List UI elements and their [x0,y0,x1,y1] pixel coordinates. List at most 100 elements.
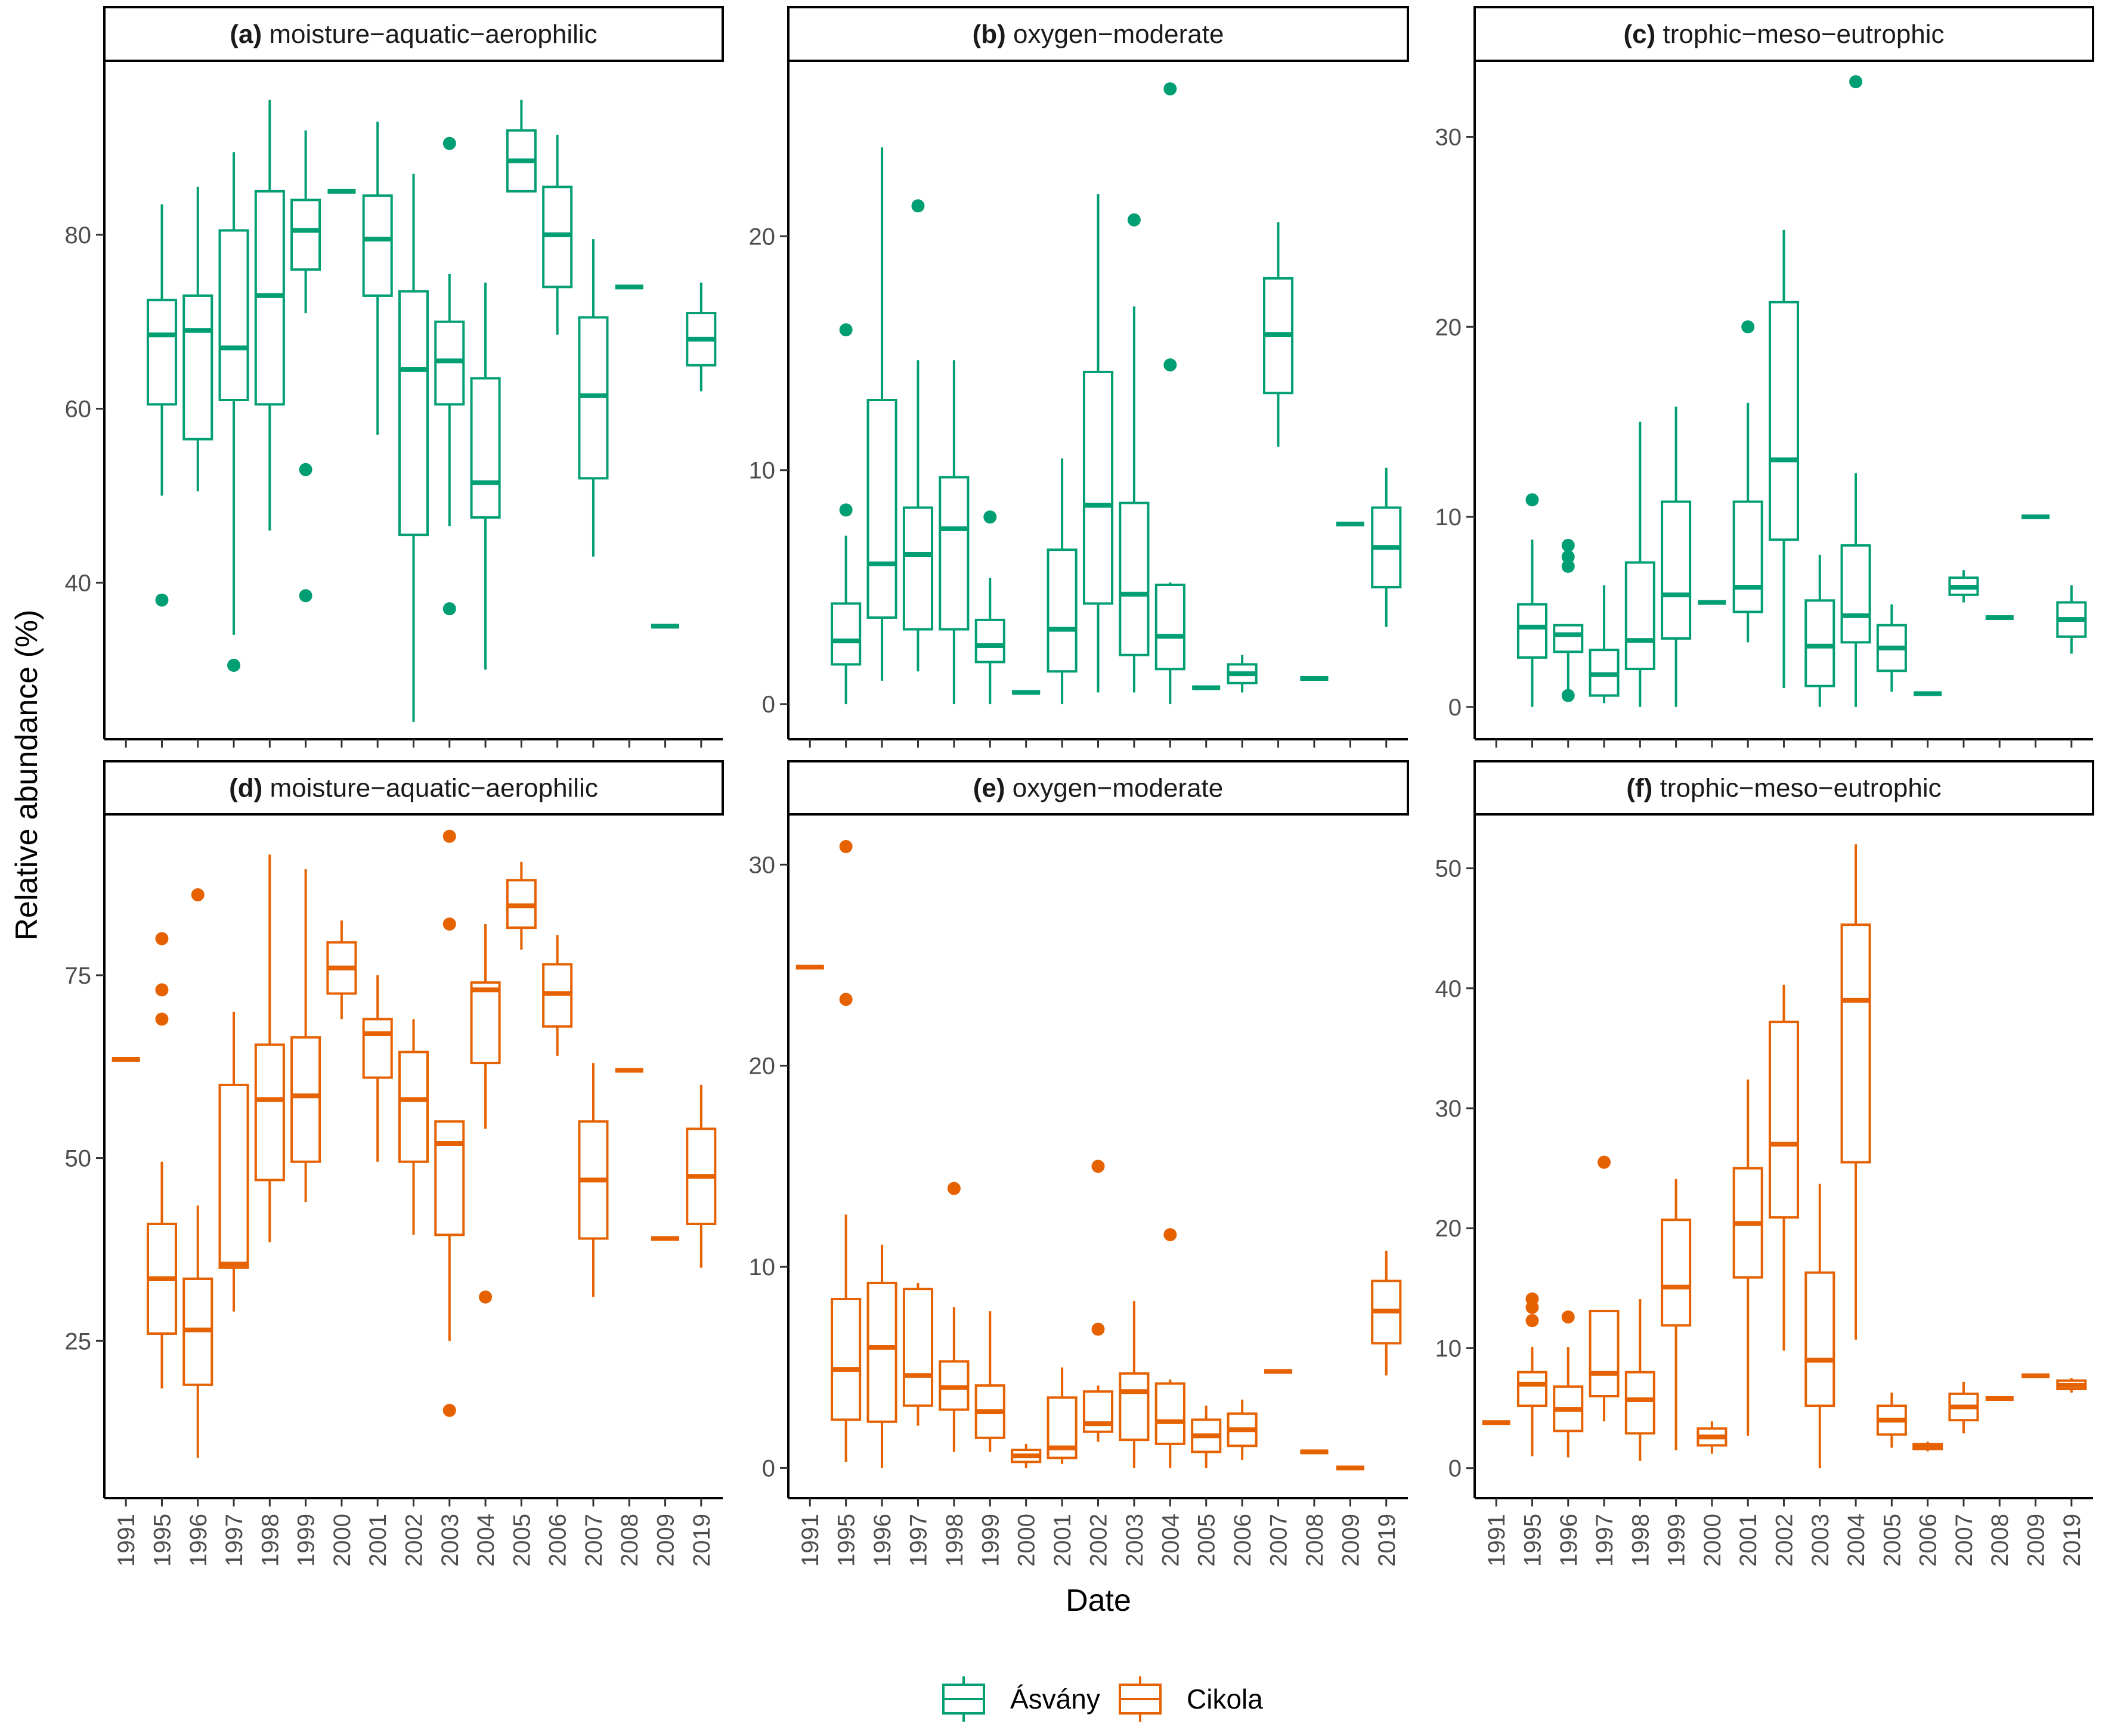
box-iqr [290,199,321,271]
box-2004 [1154,82,1185,705]
box-2004 [1154,1228,1185,1468]
outlier-point [1561,559,1575,573]
y-tick-label: 30 [749,852,776,878]
box-iqr [1840,544,1871,644]
outlier-point [442,1403,456,1417]
box-iqr [1804,599,1835,687]
y-tick-label: 0 [762,1455,775,1481]
box-2001 [1732,320,1763,643]
x-tick-label: 1991 [797,1514,824,1567]
box-1998 [939,1182,970,1452]
facet-strip-label: (c) trophic−meso−eutrophic [1623,20,1944,49]
y-tick-label: 25 [65,1328,92,1354]
box-iqr [902,1288,934,1407]
box-2005 [1876,1392,1907,1448]
x-tick-label: 2000 [1699,1514,1726,1567]
y-tick-label: 75 [65,963,92,989]
facet-title: oxygen−moderate [1006,20,1224,49]
y-tick-label: 40 [65,570,92,596]
outlier-point [1598,1155,1611,1169]
box-2003 [1804,554,1835,707]
x-tick-label: 2003 [437,1514,463,1567]
box-2002 [1082,194,1114,693]
outlier-point [1525,493,1539,507]
box-2005 [506,100,537,193]
box-2001 [362,975,393,1162]
outlier-point [442,602,456,616]
box-2001 [1732,1079,1763,1436]
x-tick-label: 1995 [834,1514,860,1567]
box-2002 [1768,230,1800,688]
x-tick-label: 1995 [149,1514,175,1567]
box-2007 [578,239,609,557]
x-tick-label: 2019 [689,1514,715,1567]
outlier-point [442,829,456,843]
facet-strip [103,6,724,62]
y-tick-label: 20 [1435,1216,1462,1242]
x-tick-label: 2007 [581,1514,607,1567]
box-1997 [1589,585,1620,703]
x-tick-label: 1999 [293,1514,320,1567]
box-1996 [182,888,213,1458]
outlier-point [442,917,456,931]
box-1999 [290,869,321,1202]
box-2003 [1804,1183,1835,1468]
box-1996 [182,187,213,492]
y-tick-label: 40 [1435,976,1462,1002]
facet-strip [787,6,1409,62]
facet-strip [1473,6,2094,62]
box-2007 [1948,570,1979,603]
box-2006 [1227,655,1258,693]
facet-letter: (d) [229,774,262,803]
box-iqr [1661,500,1692,640]
x-tick-label: 2008 [617,1514,643,1567]
facet-letter: (a) [230,20,262,49]
box-iqr [218,1083,249,1269]
x-tick-label: 1998 [1627,1514,1654,1567]
box-iqr [831,1298,862,1421]
box-1999 [1661,407,1692,707]
box-2007 [1262,222,1294,447]
box-iqr [218,229,249,401]
y-tick-label: 20 [749,224,776,250]
box-1998 [939,360,970,705]
x-tick-label: 2004 [1157,1514,1184,1567]
box-2001 [1047,1367,1078,1464]
y-tick-label: 20 [749,1053,776,1080]
box-1996 [866,147,897,681]
outlier-point [1091,1322,1105,1336]
box-2003 [1119,213,1150,693]
box-2000 [1011,1443,1042,1468]
outlier-point [1091,1160,1105,1173]
x-tick-label: 2007 [1951,1514,1977,1567]
outlier-point [1561,550,1575,563]
box-2002 [398,1019,429,1235]
facet-strip [1473,760,2094,816]
y-tick-label: 0 [1448,1456,1462,1482]
box-1995 [146,204,177,607]
outlier-point [911,199,925,213]
box-iqr [1047,548,1078,673]
box-iqr [1516,1371,1547,1408]
box-2001 [1047,458,1078,705]
outlier-point [479,1290,493,1304]
box-iqr [902,506,934,631]
box-1996 [866,1244,897,1468]
box-2019 [2056,1378,2087,1393]
y-axis-title: Relative abundance (%) [10,610,44,941]
facet-letter: (b) [973,20,1006,49]
outlier-point [442,137,456,150]
facet-letter: (f) [1626,774,1652,803]
x-tick-label: 2009 [2023,1514,2050,1567]
box-2019 [686,283,717,392]
outlier-point [983,510,997,524]
box-1996 [1553,538,1584,702]
x-tick-label: 2003 [1807,1514,1834,1567]
x-tick-label: 2004 [473,1514,499,1567]
legend-label: Cikola [1187,1684,1263,1715]
x-tick-label: 2002 [401,1514,428,1567]
facet-title: moisture−aquatic−aerophilic [262,20,598,49]
legend-label: Ásvány [1010,1684,1100,1715]
box-iqr [470,377,501,519]
box-iqr [398,1050,429,1163]
